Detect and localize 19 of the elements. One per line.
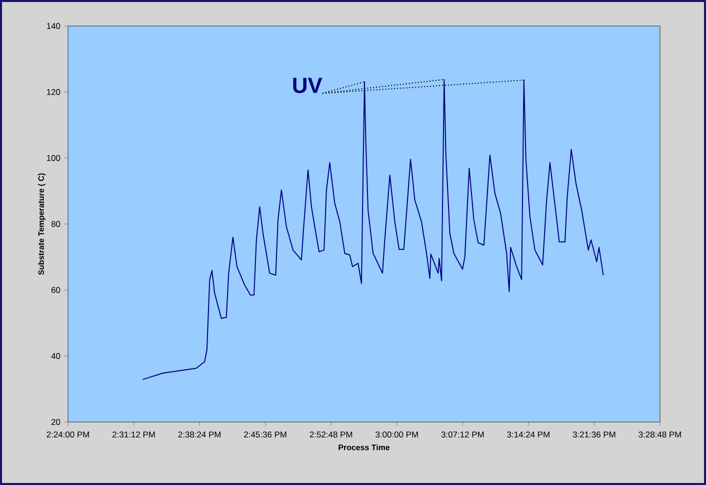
x-tick-label: 2:24:00 PM [46,432,89,438]
annotation: UV [293,78,322,94]
line-series [142,78,604,380]
y-tick-label: 40 [51,353,60,359]
y-tick-label: 80 [51,221,60,227]
x-tick-label: 2:45:36 PM [244,432,286,438]
x-tick-label: 2:31:12 PM [112,432,155,438]
x-tick-label: 2:52:48 PM [310,432,352,438]
x-tick-label: 3:00:00 PM [376,432,418,438]
x-tick-label: 3:28:48 PM [638,432,681,438]
y-tick-label: 100 [46,155,60,161]
x-tick-label: 3:21:36 PM [572,432,616,438]
y-tick-label: 120 [46,89,60,95]
y-tick-label: 140 [46,23,60,29]
y-tick-label: 60 [52,287,60,293]
x-tick-label: 3:14:24 PM [507,432,550,438]
x-tick-label: 3:07:12 PM [441,432,484,438]
x-tick-label: 2:38:24 PM [178,432,221,438]
y-tick-label: 20 [51,419,60,425]
